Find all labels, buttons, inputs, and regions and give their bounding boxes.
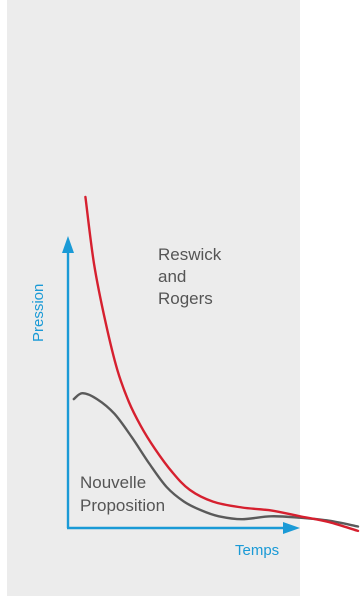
y-axis-arrow bbox=[62, 236, 74, 253]
series-layer bbox=[72, 195, 360, 533]
series-label-line: Nouvelle bbox=[80, 473, 146, 492]
series-label-line: Rogers bbox=[158, 289, 213, 308]
series-label-line: and bbox=[158, 267, 186, 286]
y-axis-label: Pression bbox=[30, 284, 47, 342]
series-label-nouvelle: Nouvelle Proposition bbox=[80, 473, 165, 515]
background-panel bbox=[7, 0, 300, 596]
x-axis-label: Temps bbox=[235, 542, 279, 559]
axes bbox=[62, 236, 300, 534]
series-line-nouvelle bbox=[72, 391, 360, 528]
series-label-line: Reswick bbox=[158, 245, 222, 264]
series-label-reswick: Reswick and Rogers bbox=[158, 245, 222, 308]
series-line-reswick bbox=[84, 195, 360, 533]
series-label-line: Proposition bbox=[80, 496, 165, 515]
x-axis-arrow bbox=[283, 522, 300, 534]
